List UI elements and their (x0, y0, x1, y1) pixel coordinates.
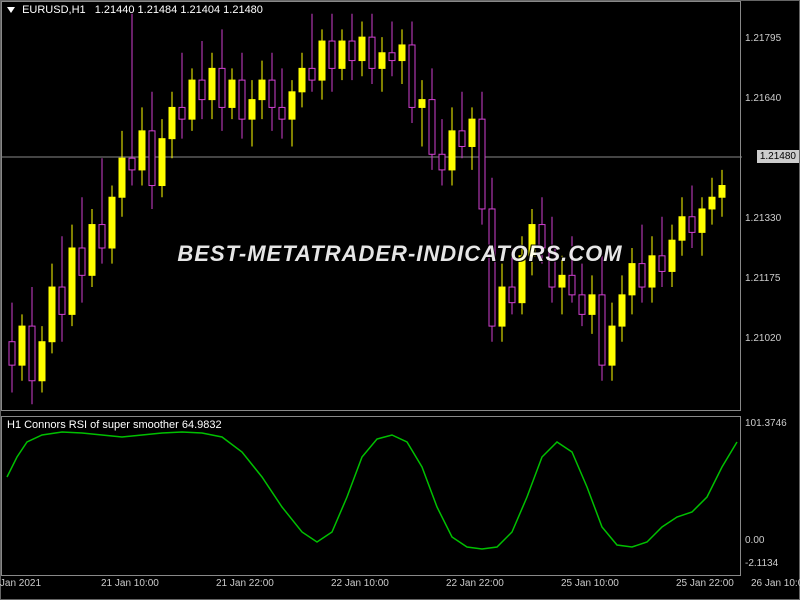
indicator-header: H1 Connors RSI of super smoother 64.9832 (7, 419, 222, 431)
indicator-chart[interactable] (1, 416, 741, 576)
chart-header: EURUSD,H1 1.21440 1.21484 1.21404 1.2148… (7, 4, 263, 16)
watermark-text: BEST-METATRADER-INDICATORS.COM (177, 241, 622, 267)
y-tick-label: 1.21020 (745, 333, 781, 344)
indicator-y-tick: 0.00 (745, 535, 764, 546)
price-y-axis: 1.21795 1.21640 1.21480 1.21330 1.21175 1.210… (741, 1, 799, 411)
x-tick-label: 20 Jan 2021 (0, 578, 41, 589)
x-tick-label: 22 Jan 22:00 (446, 578, 504, 589)
y-tick-label: 1.21640 (745, 93, 781, 104)
time-x-axis: 20 Jan 2021 21 Jan 10:00 21 Jan 22:00 22 Ja… (1, 574, 800, 599)
indicator-y-axis: 101.3746 0.00 -2.1134 (741, 416, 799, 576)
ohlc-label: 1.21440 1.21484 1.21404 1.21480 (95, 4, 263, 16)
indicator-label: H1 Connors RSI of super smoother 64.9832 (7, 419, 222, 431)
dropdown-icon[interactable] (7, 7, 15, 13)
indicator-y-tick: -2.1134 (745, 558, 778, 569)
y-tick-label: 1.21175 (745, 273, 780, 284)
y-tick-label: 1.21795 (745, 33, 781, 44)
x-tick-label: 22 Jan 10:00 (331, 578, 389, 589)
x-tick-label: 21 Jan 22:00 (216, 578, 274, 589)
indicator-y-tick: 101.3746 (745, 418, 787, 429)
x-tick-label: 21 Jan 10:00 (101, 578, 159, 589)
main-price-chart[interactable] (1, 1, 741, 411)
x-tick-label: 26 Jan 10:00 (751, 578, 800, 589)
y-tick-label: 1.21330 (745, 213, 781, 224)
symbol-label: EURUSD,H1 (22, 4, 86, 16)
x-tick-label: 25 Jan 22:00 (676, 578, 734, 589)
x-tick-label: 25 Jan 10:00 (561, 578, 619, 589)
indicator-svg (2, 417, 742, 577)
chart-container: EURUSD,H1 1.21440 1.21484 1.21404 1.2148… (0, 0, 800, 600)
candlestick-svg (2, 2, 742, 412)
y-tick-label: 1.21480 (757, 150, 799, 163)
